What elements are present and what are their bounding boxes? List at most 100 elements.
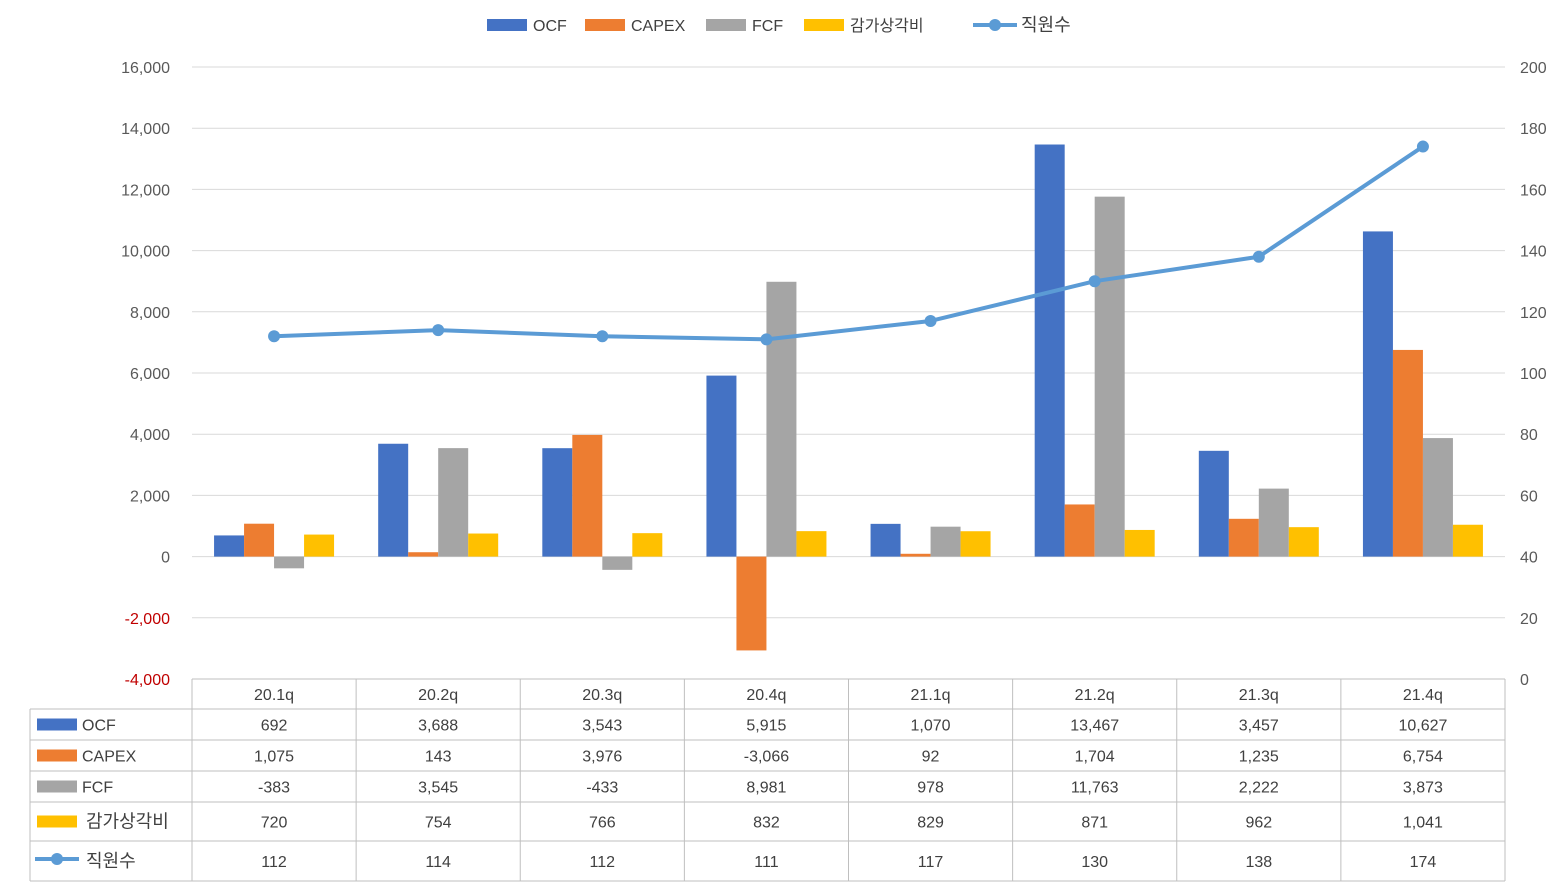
legend-swatch xyxy=(585,19,625,31)
bar-capex xyxy=(900,553,931,557)
table-cell-value: 766 xyxy=(589,815,616,832)
series-line-employees xyxy=(273,144,1425,342)
table-series-name: 직원수 xyxy=(86,851,136,871)
table-cell-value: 1,235 xyxy=(1239,749,1279,766)
bar-감가상각비 xyxy=(304,534,335,557)
table-cell-value: 138 xyxy=(1245,854,1272,871)
table-cell-value: 8,981 xyxy=(746,780,786,797)
bar-감가상각비 xyxy=(468,533,499,557)
x-category-label: 21.2q xyxy=(1075,687,1115,704)
y-right-tick-label: 180 xyxy=(1520,121,1547,138)
bar-fcf xyxy=(438,448,469,557)
x-category-label: 21.4q xyxy=(1403,687,1443,704)
table-cell-value: 143 xyxy=(425,749,452,766)
table-cell-value: 1,041 xyxy=(1403,815,1443,832)
table-cell-value: 92 xyxy=(922,749,940,766)
bar-ocf xyxy=(542,448,573,557)
bar-감가상각비 xyxy=(632,533,663,557)
table-cell-value: 832 xyxy=(753,815,780,832)
bar-감가상각비 xyxy=(1452,524,1483,557)
line-point xyxy=(1252,250,1265,263)
table-cell-value: 3,976 xyxy=(582,749,622,766)
bar-ocf xyxy=(1034,144,1065,557)
y-left-tick-label: -4,000 xyxy=(125,672,170,689)
bar-fcf xyxy=(1094,196,1125,557)
table-cell-value: 3,873 xyxy=(1403,780,1443,797)
y-left-tick-label: 14,000 xyxy=(121,121,170,138)
x-category-label: 20.3q xyxy=(582,687,622,704)
table-cell-value: 720 xyxy=(261,815,288,832)
table-cell-value: -433 xyxy=(586,780,618,797)
table-legend-swatch xyxy=(37,780,77,793)
bar-감가상각비 xyxy=(1288,527,1319,557)
table-series-name: FCF xyxy=(82,780,113,797)
table-legend-marker xyxy=(51,853,63,865)
table-legend-swatch xyxy=(37,815,77,828)
x-category-label: 20.1q xyxy=(254,687,294,704)
legend-label: FCF xyxy=(752,18,783,35)
y-left-tick-label: -2,000 xyxy=(125,611,170,628)
table-cell-value: 114 xyxy=(425,854,451,871)
table-cell-value: 130 xyxy=(1081,854,1108,871)
bar-fcf xyxy=(274,556,305,569)
table-cell-value: 754 xyxy=(425,815,452,832)
table-cell-value: 978 xyxy=(917,780,944,797)
table-cell-value: 1,075 xyxy=(254,749,294,766)
bar-fcf xyxy=(766,281,797,557)
legend-swatch xyxy=(706,19,746,31)
bar-capex xyxy=(408,552,439,557)
x-category-label: 21.3q xyxy=(1239,687,1279,704)
table-series-name: 감가상각비 xyxy=(86,812,169,832)
bar-fcf xyxy=(1422,438,1453,557)
y-right-tick-label: 160 xyxy=(1520,182,1547,199)
table-cell-value: 174 xyxy=(1410,854,1437,871)
table-series-name: OCF xyxy=(82,718,116,735)
table-cell-value: 6,754 xyxy=(1403,749,1443,766)
bar-ocf xyxy=(378,443,409,557)
table-cell-value: 3,543 xyxy=(582,718,622,735)
y-left-tick-label: 16,000 xyxy=(121,60,170,77)
table-cell-value: 3,545 xyxy=(418,780,458,797)
y-right-tick-label: 20 xyxy=(1520,611,1538,628)
y-left-tick-label: 12,000 xyxy=(121,182,170,199)
legend-label: CAPEX xyxy=(631,18,686,35)
y-right-tick-label: 80 xyxy=(1520,427,1538,444)
y-right-tick-label: 140 xyxy=(1520,244,1547,261)
table-series-name: CAPEX xyxy=(82,749,137,766)
table-cell-value: 11,763 xyxy=(1071,780,1119,797)
y-right-tick-label: 0 xyxy=(1520,672,1529,689)
bar-capex xyxy=(244,523,275,557)
bar-ocf xyxy=(870,523,901,557)
table-cell-value: -3,066 xyxy=(744,749,789,766)
table-cell-value: 3,688 xyxy=(418,718,458,735)
table-cell-value: 10,627 xyxy=(1398,718,1447,735)
table-cell-value: 112 xyxy=(590,854,616,871)
line-point xyxy=(924,314,937,327)
bar-fcf xyxy=(1258,488,1289,557)
table-cell-value: 112 xyxy=(261,854,287,871)
y-left-tick-label: 8,000 xyxy=(130,305,170,322)
bar-ocf xyxy=(1198,450,1229,557)
table-cell-value: 3,457 xyxy=(1239,718,1279,735)
table-cell-value: 117 xyxy=(918,854,944,871)
table-cell-value: 871 xyxy=(1081,815,1108,832)
x-category-label: 20.4q xyxy=(746,687,786,704)
y-right-tick-label: 40 xyxy=(1520,550,1538,567)
legend-marker xyxy=(989,19,1001,31)
legend-label: OCF xyxy=(533,18,567,35)
line-point xyxy=(596,330,609,343)
table-cell-value: 111 xyxy=(754,854,778,871)
y-right-tick-label: 200 xyxy=(1520,60,1547,77)
line-point xyxy=(432,324,445,337)
x-category-label: 20.2q xyxy=(418,687,458,704)
bar-감가상각비 xyxy=(796,531,827,557)
bar-감가상각비 xyxy=(1124,529,1155,557)
table-cell-value: 829 xyxy=(917,815,944,832)
bar-capex xyxy=(1392,349,1423,557)
bar-ocf xyxy=(1362,231,1393,557)
bar-fcf xyxy=(930,526,961,557)
line-point xyxy=(1416,140,1429,153)
bar-capex xyxy=(736,556,767,651)
